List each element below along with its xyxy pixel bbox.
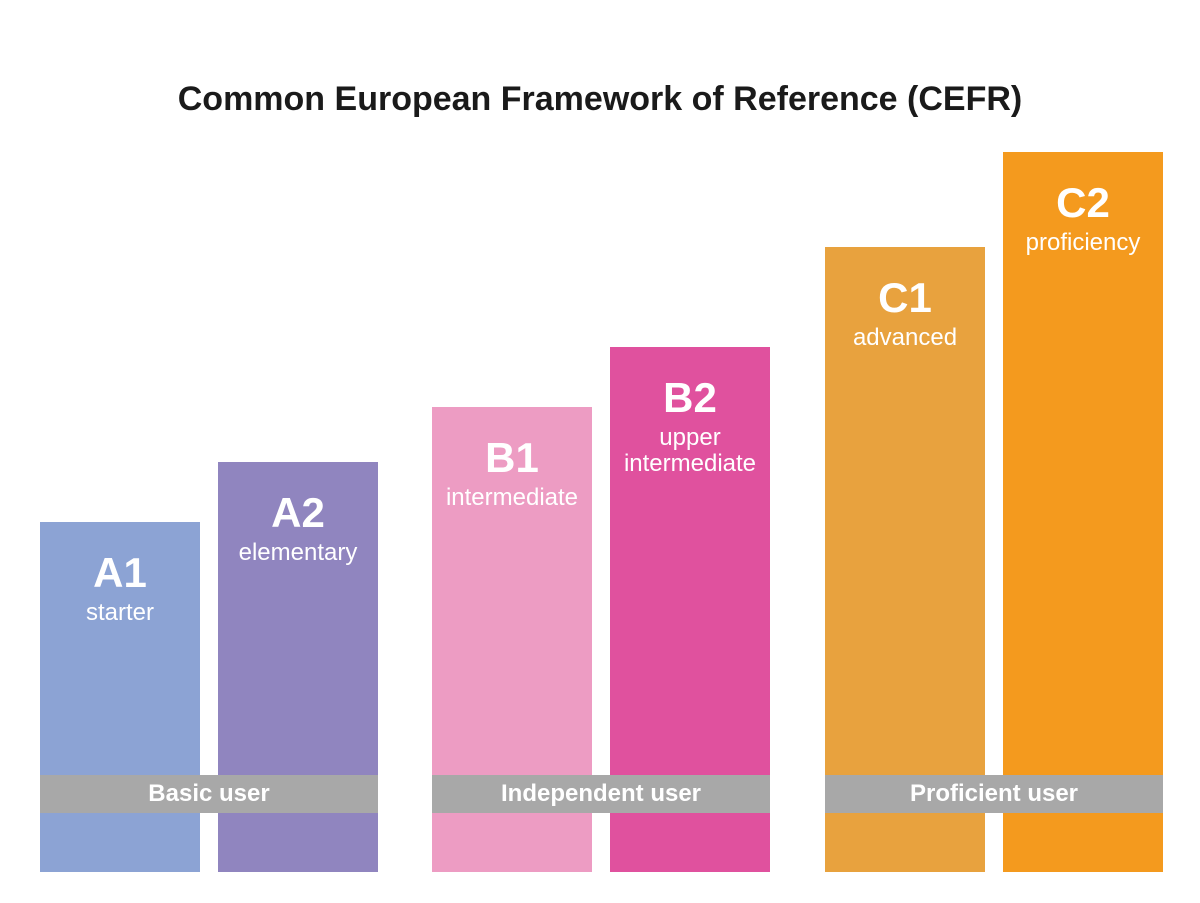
bar-name: advanced [853, 325, 957, 351]
group-band-0: Basic user [40, 775, 378, 813]
bar-name: proficiency [1026, 230, 1141, 256]
group-band-label: Basic user [148, 780, 269, 808]
bars-layer: A1 starter A2 elementary B1 intermediate B2 upp… [0, 0, 1200, 872]
bar-c2: C2 proficiency [1003, 152, 1163, 872]
group-band-label: Proficient user [910, 780, 1078, 808]
group-band-label: Independent user [501, 780, 701, 808]
bar-a1: A1 starter [40, 522, 200, 872]
bar-code: A1 [93, 552, 147, 594]
cefr-chart: Common European Framework of Reference (… [0, 0, 1200, 903]
bar-code: C1 [878, 277, 932, 319]
bar-name: intermediate [446, 485, 578, 511]
bar-code: B2 [663, 377, 717, 419]
bar-name: elementary [239, 540, 358, 566]
bar-code: C2 [1056, 182, 1110, 224]
group-band-2: Proficient user [825, 775, 1163, 813]
bar-code: A2 [271, 492, 325, 534]
bar-name: starter [86, 600, 154, 626]
bar-name: upper intermediate [624, 425, 756, 478]
bar-code: B1 [485, 437, 539, 479]
group-band-1: Independent user [432, 775, 770, 813]
